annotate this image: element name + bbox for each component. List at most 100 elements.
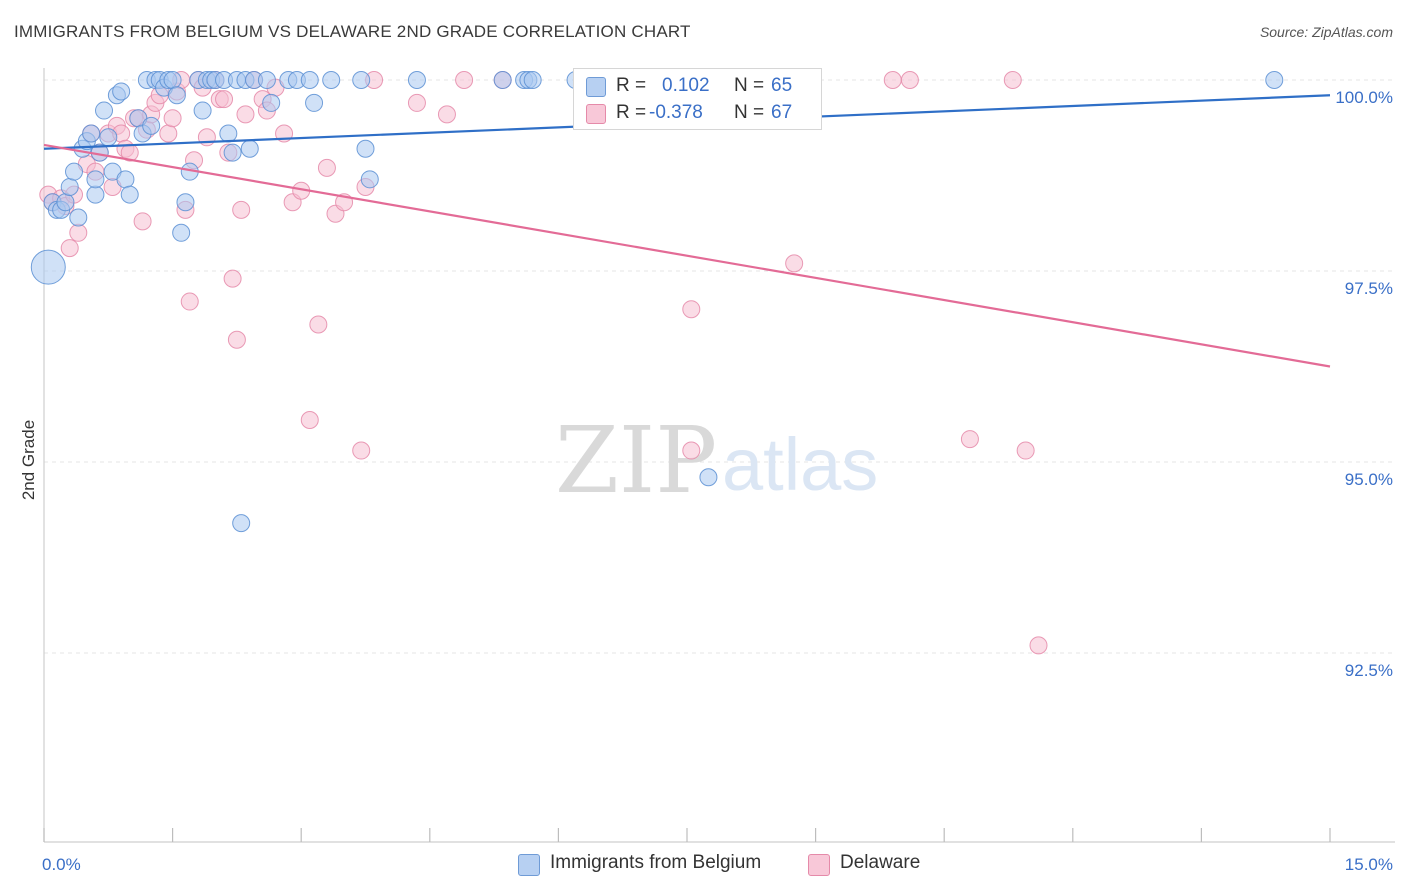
legend-r-label: R = [616,75,647,96]
tick-labels: 92.5% 95.0% 97.5% 100.0% 0.0% 15.0% [42,88,1393,874]
belgium-point [86,185,105,204]
y-tick-label: 97.5% [1345,279,1393,298]
legend-row-delaware: R = -0.378 N = 67 [574,100,821,126]
belgium-point [86,170,105,189]
delaware-point [883,71,902,89]
delaware-point [69,223,88,242]
delaware-point [1029,636,1048,655]
delaware-point [309,315,328,334]
belgium-point [407,71,426,89]
belgium-point [30,249,66,285]
belgium-point [69,208,88,227]
x-tick-label-max: 15.0% [1345,855,1393,874]
y-axis-label: 2nd Grade [19,420,38,500]
delaware-point [352,441,371,460]
belgium-point [60,177,79,196]
legend-n-value: 67 [771,102,793,123]
belgium-point [176,193,195,212]
legend-row-belgium: R = 0.102 N = 65 [574,73,821,99]
delaware-point [682,300,701,319]
delaware-point [437,105,456,124]
belgium-point [172,223,191,242]
legend-n-label: N = [734,102,765,123]
belgium-point [523,71,542,89]
belgium-point [232,514,251,533]
axes [43,68,1395,843]
series-delaware-points [39,71,1048,655]
belgium-point [193,101,212,120]
delaware-point [300,410,319,429]
belgium-point [360,170,379,189]
delaware-point [133,212,152,231]
delaware-point [60,239,79,258]
legend-n-label: N = [734,75,765,96]
belgium-point [305,93,324,112]
belgium-point [120,185,139,204]
delaware-point [120,143,139,162]
delaware-point [236,105,255,124]
x-tick-label-min: 0.0% [42,855,81,874]
belgium-point [116,170,135,189]
legend-swatch-pink [808,854,830,876]
delaware-point [407,93,426,112]
legend-swatch-blue [518,854,540,876]
delaware-point [159,124,178,143]
belgium-point [699,468,718,487]
delaware-point [215,90,234,109]
delaware-point [180,292,199,311]
belgium-point [56,193,75,212]
delaware-point [960,430,979,449]
belgium-point [167,86,186,105]
legend-r-value: 0.102 [662,75,710,96]
series-belgium-points [30,71,1284,533]
belgium-point [352,71,371,89]
belgium-point [65,162,84,181]
belgium-point [257,71,276,89]
belgium-point [95,101,114,120]
correlation-legend: R = 0.102 N = 65 R = -0.378 N = 67 [573,68,822,130]
delaware-point [317,158,336,177]
belgium-point [142,116,161,135]
source-label: Source: ZipAtlas.com [1259,24,1393,40]
belgium-point [300,71,319,89]
delaware-point [900,71,919,89]
belgium-point [163,71,182,89]
belgium-point [356,139,375,158]
belgium-point [99,128,118,147]
delaware-point [682,441,701,460]
delaware-point [1003,71,1022,89]
belgium-point [240,139,259,158]
delaware-point [232,200,251,219]
delaware-point [163,109,182,128]
belgium-point [322,71,341,89]
delaware-trend-line [43,143,1331,368]
grid-lines [44,79,1395,654]
legend-n-value: 65 [771,75,793,96]
legend-label-belgium: Immigrants from Belgium [550,852,762,873]
legend-r-label: R = [616,102,647,123]
legend-label-delaware: Delaware [840,852,921,873]
watermark: ZIP atlas [555,407,878,514]
delaware-point [227,330,246,349]
belgium-point [223,143,242,162]
y-tick-label: 100.0% [1335,88,1393,107]
belgium-point [112,82,131,101]
watermark-atlas: atlas [722,423,878,506]
y-tick-label: 95.0% [1345,470,1393,489]
delaware-point [455,71,474,89]
legend-r-value: -0.378 [649,102,703,123]
belgium-point [82,124,101,143]
belgium-point [493,71,512,89]
delaware-point [785,254,804,273]
y-tick-label: 92.5% [1345,661,1393,680]
chart-title: IMMIGRANTS FROM BELGIUM VS DELAWARE 2ND … [14,22,691,41]
belgium-point [262,93,281,112]
watermark-zip: ZIP [555,407,717,514]
delaware-point [1016,441,1035,460]
legend-swatch-pink [586,104,606,124]
legend-swatch-blue [586,77,606,97]
belgium-point [1265,71,1284,89]
belgium-point [219,124,238,143]
delaware-point [223,269,242,288]
